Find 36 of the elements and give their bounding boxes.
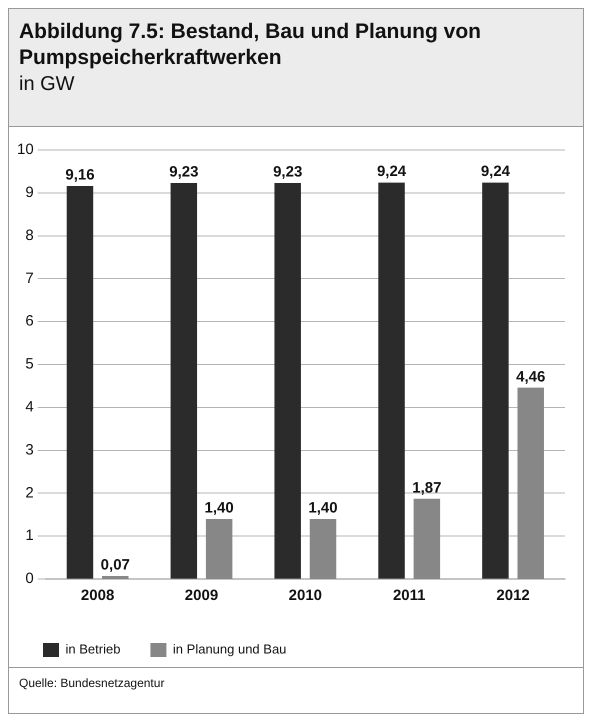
- data-label: 9,24: [376, 163, 407, 180]
- data-label: 1,87: [412, 479, 442, 496]
- y-tick-label: 1: [25, 527, 34, 544]
- x-tick-label: 2008: [80, 587, 114, 604]
- chart-title: Abbildung 7.5: Bestand, Bau und Planung von Pumpspeicherkraftwerken: [19, 19, 482, 71]
- legend-label: in Planung und Bau: [172, 642, 286, 657]
- y-tick-label: 8: [25, 226, 34, 244]
- data-label: 9,16: [65, 166, 95, 184]
- legend-label: in Betrieb: [66, 642, 120, 657]
- y-tick-label: 3: [25, 441, 34, 458]
- y-tick-label: 5: [25, 356, 34, 373]
- y-tick-label: 6: [25, 312, 34, 330]
- data-label: 1,40: [308, 500, 338, 517]
- y-tick-label: 9: [25, 184, 34, 202]
- x-tick-label: 2009: [184, 587, 218, 604]
- x-tick-label: 2010: [288, 587, 322, 604]
- y-tick-label: 0: [25, 570, 34, 588]
- data-label: 9,24: [480, 163, 511, 180]
- x-tick-label: 2012: [496, 587, 530, 604]
- bar: [378, 182, 405, 578]
- y-tick-label: 2: [25, 484, 34, 502]
- y-tick-label: 7: [25, 270, 34, 287]
- chart-subtitle: in GW: [19, 72, 76, 97]
- y-tick-label: 10: [16, 141, 34, 158]
- y-tick-label: 4: [25, 398, 34, 416]
- bar: [66, 186, 94, 578]
- x-tick-label: 2011: [392, 587, 426, 604]
- data-label: 4,46: [516, 368, 546, 386]
- data-label: 9,23: [169, 164, 198, 181]
- source-note: Quelle: Bundesnetzagentur: [9, 667, 583, 690]
- data-label: 1,40: [204, 500, 234, 517]
- data-label: 9,23: [273, 164, 302, 181]
- bar: [274, 183, 301, 578]
- bar: [482, 182, 509, 578]
- bar: [170, 183, 198, 578]
- data-label: 0,07: [100, 556, 130, 574]
